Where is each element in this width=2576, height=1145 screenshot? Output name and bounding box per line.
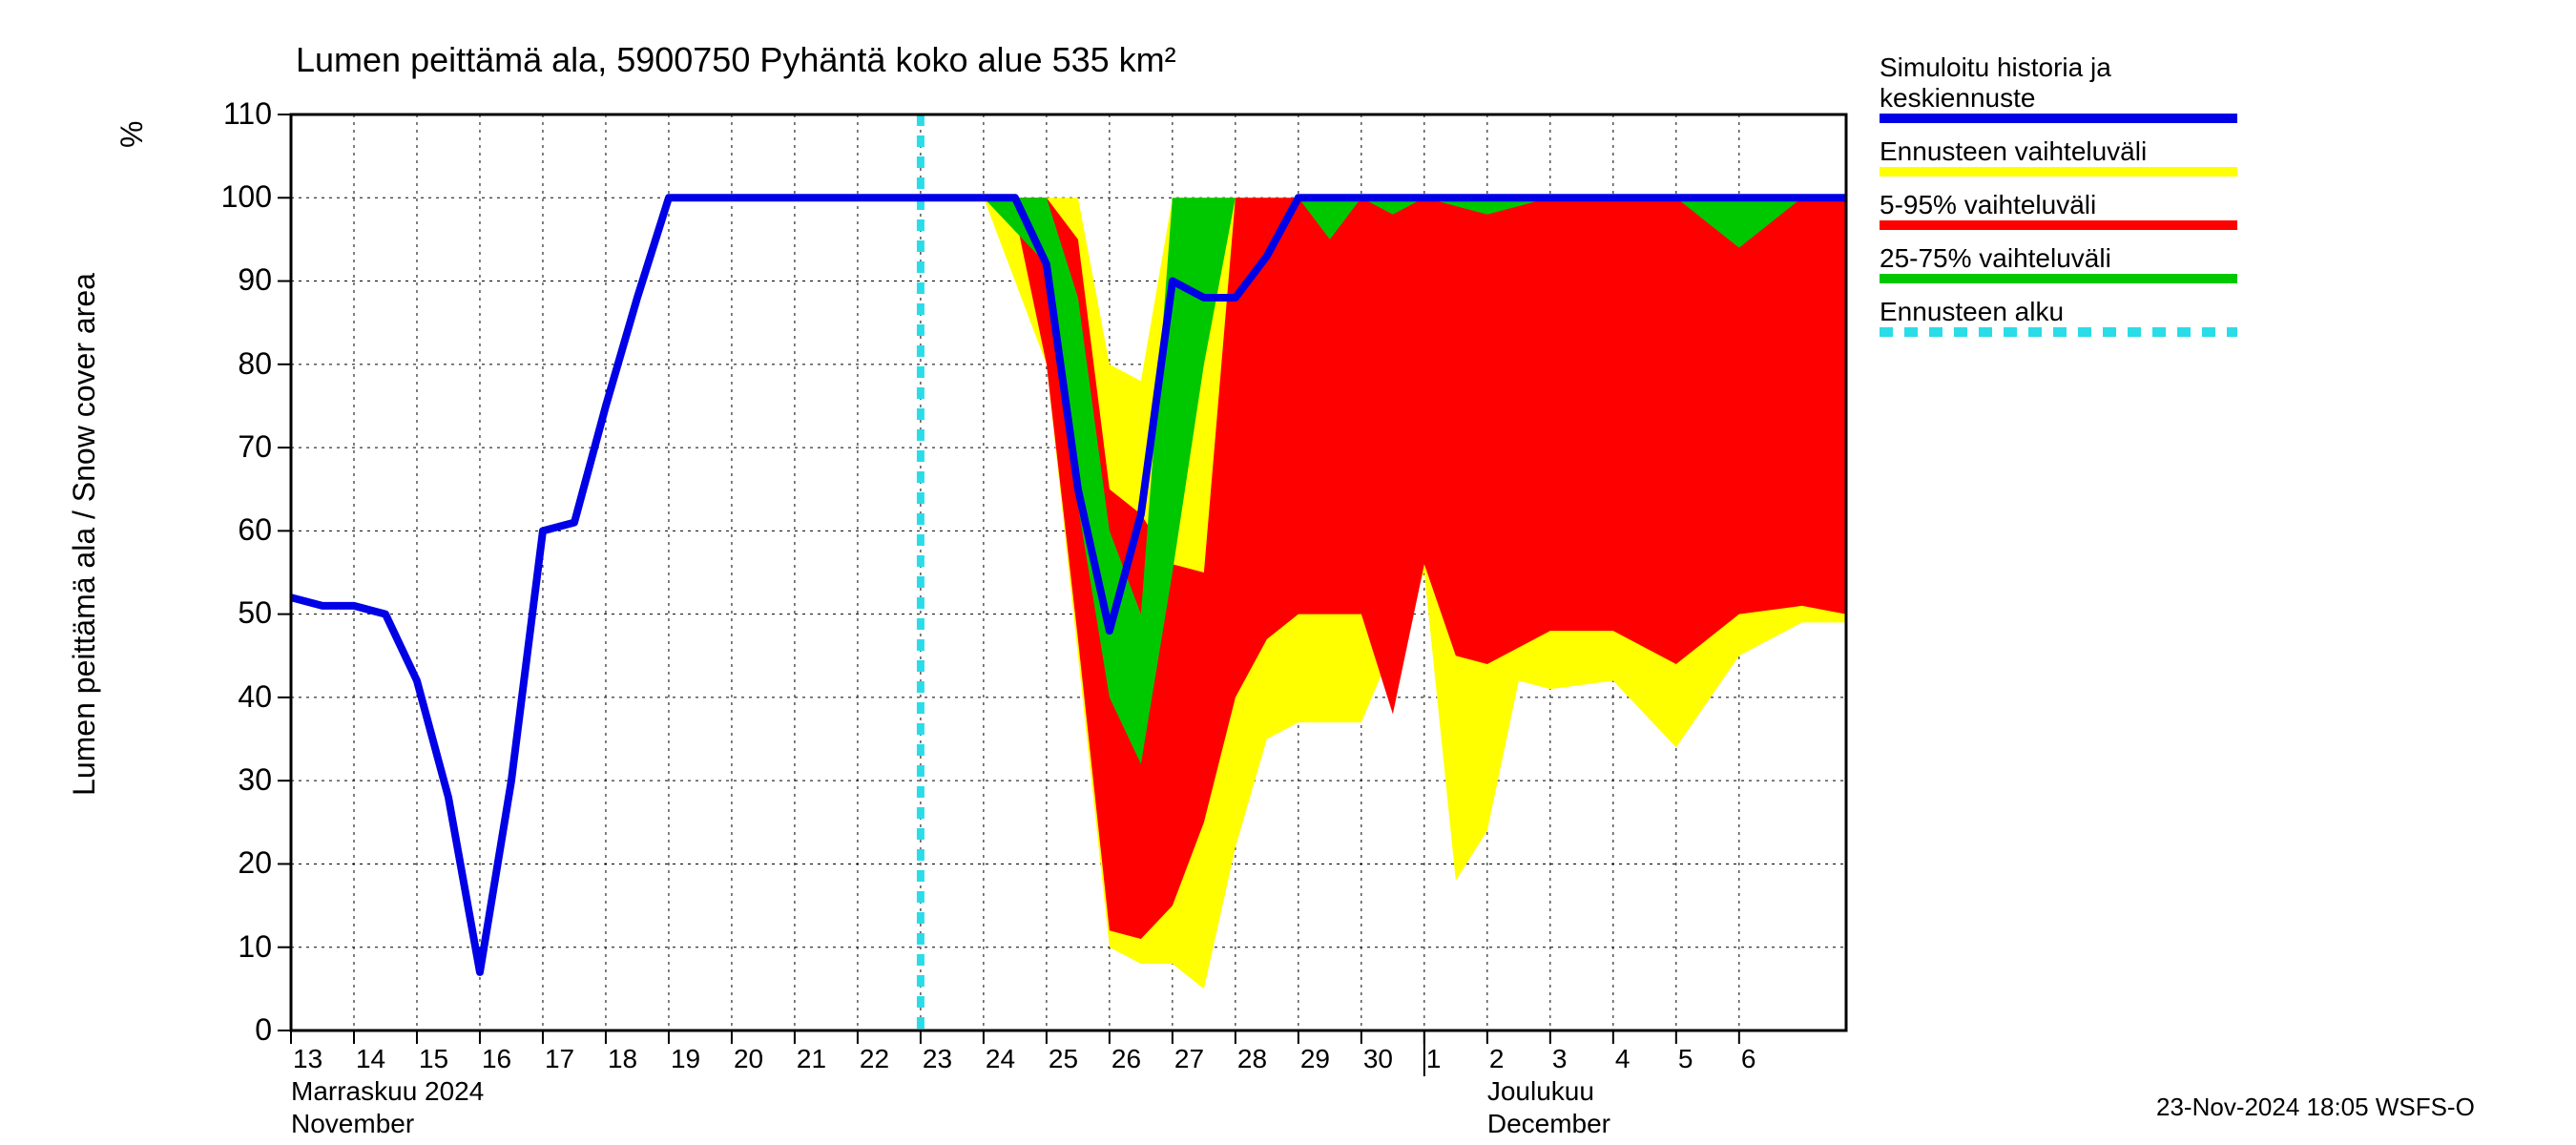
y-tick-label: 110	[196, 96, 272, 132]
x-tick-label: 25	[1049, 1044, 1096, 1074]
y-tick-label: 100	[196, 179, 272, 215]
x-tick-label: 22	[860, 1044, 907, 1074]
legend-label: keskiennuste	[1880, 83, 2035, 114]
chart-title: Lumen peittämä ala, 5900750 Pyhäntä koko…	[296, 40, 1176, 80]
y-tick-label: 50	[196, 595, 272, 631]
x-tick-label: 26	[1111, 1044, 1159, 1074]
y-tick-label: 80	[196, 346, 272, 382]
x-tick-label: 13	[293, 1044, 341, 1074]
month-label: November	[291, 1109, 414, 1139]
x-tick-label: 2	[1489, 1044, 1537, 1074]
y-tick-label: 70	[196, 429, 272, 465]
x-tick-label: 30	[1363, 1044, 1411, 1074]
chart-timestamp: 23-Nov-2024 18:05 WSFS-O	[2156, 1093, 2475, 1122]
x-tick-label: 3	[1552, 1044, 1600, 1074]
x-tick-label: 19	[671, 1044, 718, 1074]
y-axis-unit: %	[114, 121, 150, 148]
x-tick-label: 24	[986, 1044, 1033, 1074]
y-tick-label: 10	[196, 929, 272, 965]
y-tick-label: 40	[196, 679, 272, 715]
x-tick-label: 6	[1741, 1044, 1789, 1074]
x-tick-label: 17	[545, 1044, 592, 1074]
y-tick-label: 0	[196, 1012, 272, 1048]
y-tick-label: 90	[196, 262, 272, 298]
y-tick-label: 30	[196, 762, 272, 798]
x-tick-label: 21	[797, 1044, 844, 1074]
legend-label: 5-95% vaihteluväli	[1880, 190, 2096, 220]
legend-label: Simuloitu historia ja	[1880, 52, 2111, 83]
x-tick-label: 20	[734, 1044, 781, 1074]
legend-label: Ennusteen alku	[1880, 297, 2064, 327]
x-tick-label: 14	[356, 1044, 404, 1074]
x-tick-label: 1	[1426, 1044, 1474, 1074]
y-tick-label: 20	[196, 845, 272, 881]
x-tick-label: 4	[1615, 1044, 1663, 1074]
month-label: Joulukuu	[1487, 1076, 1594, 1107]
x-tick-label: 23	[923, 1044, 970, 1074]
month-label: Marraskuu 2024	[291, 1076, 484, 1107]
x-tick-label: 18	[608, 1044, 655, 1074]
chart-plot-area	[291, 114, 1846, 1030]
legend-swatch	[1880, 327, 2237, 337]
legend-swatch	[1880, 274, 2237, 283]
x-tick-label: 28	[1237, 1044, 1285, 1074]
x-tick-label: 29	[1300, 1044, 1348, 1074]
y-axis-label: Lumen peittämä ala / Snow cover area	[67, 57, 102, 1011]
legend-label: 25-75% vaihteluväli	[1880, 243, 2111, 274]
month-label: December	[1487, 1109, 1610, 1139]
legend-swatch	[1880, 220, 2237, 230]
x-tick-label: 16	[482, 1044, 530, 1074]
legend-swatch	[1880, 167, 2237, 177]
x-tick-label: 5	[1678, 1044, 1726, 1074]
legend-swatch	[1880, 114, 2237, 123]
x-tick-label: 15	[419, 1044, 467, 1074]
y-tick-label: 60	[196, 512, 272, 548]
x-tick-label: 27	[1174, 1044, 1222, 1074]
legend-label: Ennusteen vaihteluväli	[1880, 136, 2147, 167]
